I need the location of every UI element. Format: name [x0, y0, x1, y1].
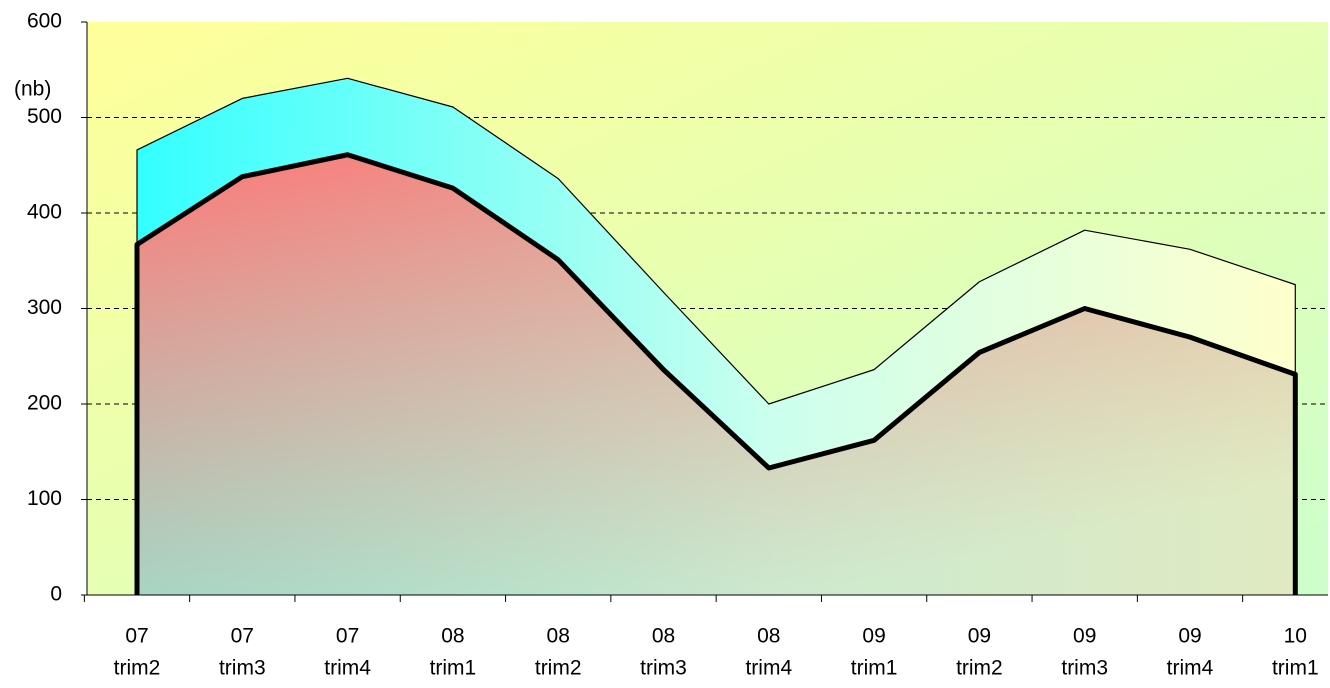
x-tick-label: trim2: [956, 657, 1003, 680]
y-tick-label: 200: [27, 392, 62, 415]
y-tick-label: 0: [50, 583, 62, 606]
x-tick-label: 08: [547, 625, 570, 648]
y-tick-label: 500: [27, 105, 62, 128]
x-tick-label: trim1: [430, 657, 477, 680]
x-tick-label: trim3: [219, 657, 266, 680]
x-tick-label: trim4: [324, 657, 371, 680]
area-line: [134, 152, 1298, 595]
x-tick-label: 09: [862, 625, 885, 648]
x-tick-label: 08: [652, 625, 675, 648]
x-tick-label: 08: [441, 625, 464, 648]
x-tick-label: 10: [1284, 625, 1307, 648]
x-tick-label: 09: [1178, 625, 1201, 648]
x-tick-label: trim3: [640, 657, 687, 680]
x-tick-label: 07: [336, 625, 359, 648]
y-tick-label: 100: [27, 487, 62, 510]
area: [137, 154, 1296, 595]
x-tick-label: trim4: [745, 657, 792, 680]
x-tick-label: trim1: [1272, 657, 1319, 680]
x-tick-label: 07: [125, 625, 148, 648]
y-axis-label: (nb): [14, 78, 51, 101]
y-tick-label: 600: [27, 10, 62, 33]
x-tick-label: 09: [968, 625, 991, 648]
x-tick-label: trim4: [1167, 657, 1214, 680]
x-tick-label: 07: [231, 625, 254, 648]
x-tick-label: 08: [757, 625, 780, 648]
x-tick-label: 09: [1073, 625, 1096, 648]
area-line: [136, 77, 1296, 595]
x-tick-label: trim3: [1061, 657, 1108, 680]
x-tick-label: trim1: [851, 657, 898, 680]
y-tick-label: 400: [27, 201, 62, 224]
y-tick-label: 300: [27, 296, 62, 319]
x-tick-label: trim2: [114, 657, 161, 680]
x-tick-label: trim2: [535, 657, 582, 680]
